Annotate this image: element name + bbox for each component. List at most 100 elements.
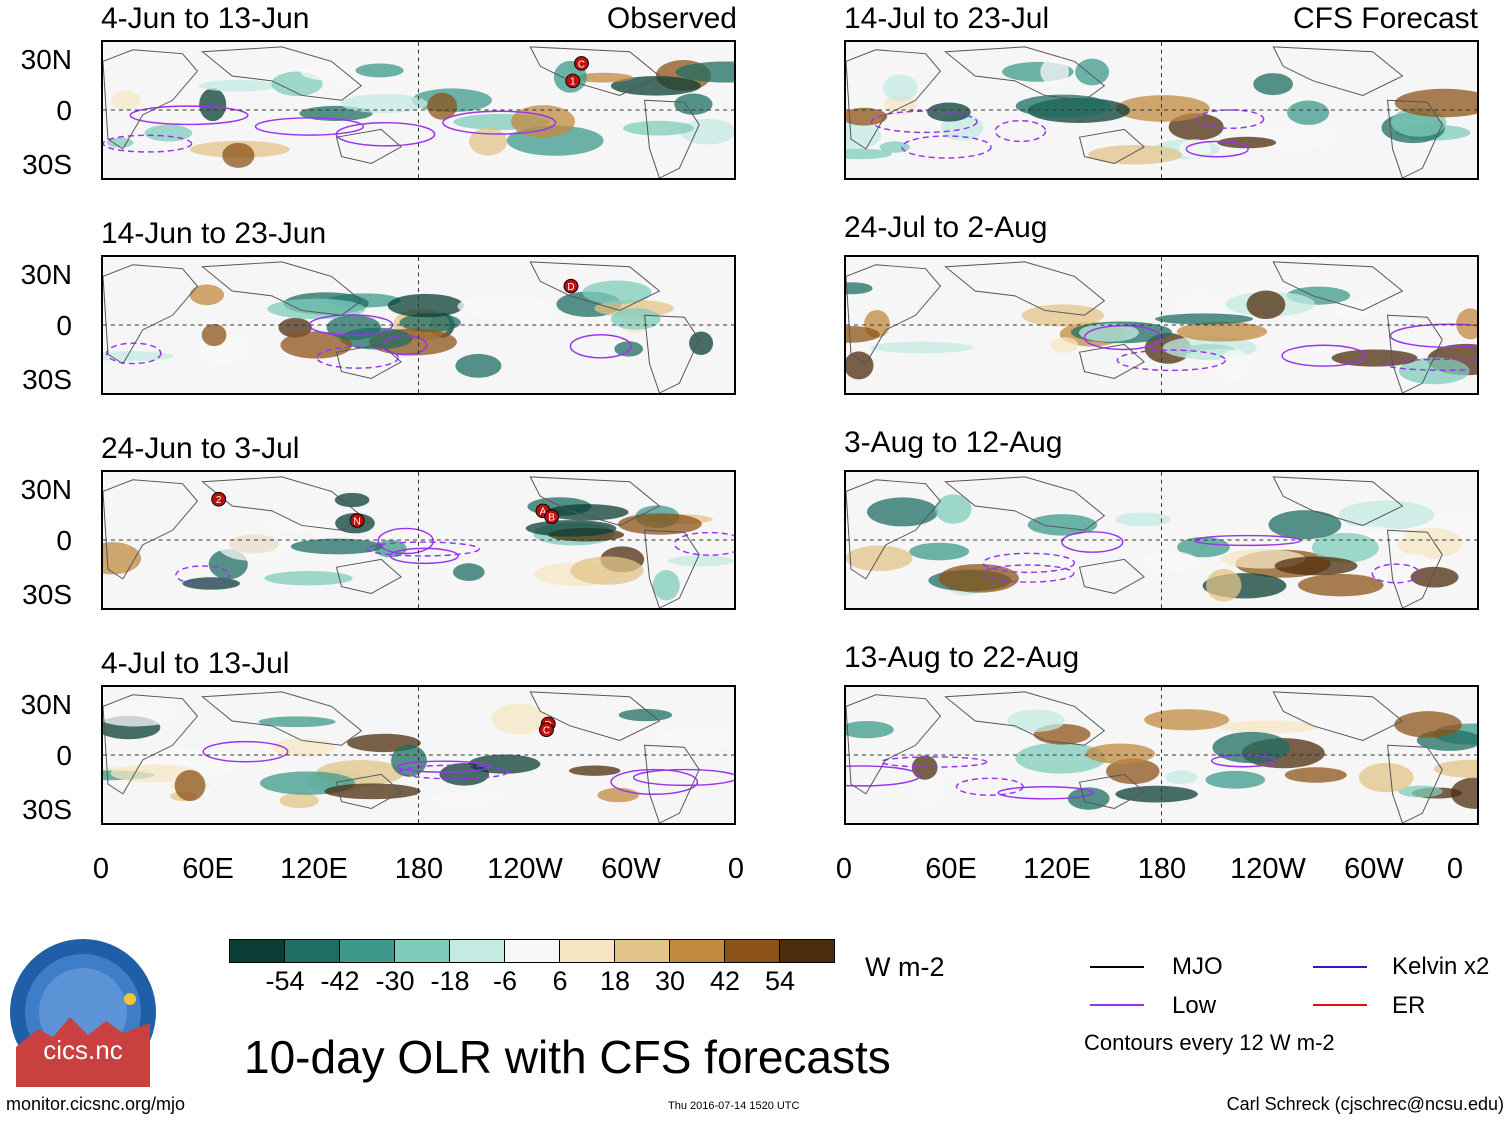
olr-anomaly-patch: [264, 571, 353, 586]
low-contour: [901, 135, 992, 159]
lon-label-120e: 120E: [280, 853, 348, 885]
olr-anomaly-patch: [883, 74, 918, 102]
legend-line-kelvin: [1313, 966, 1367, 968]
colorbar-label: -42: [320, 966, 360, 996]
panel-title-obs-2: 14-Jun to 23-Jun: [101, 217, 327, 250]
olr-anomaly-patch: [1253, 73, 1294, 96]
olr-anomaly-patch: [491, 703, 547, 735]
olr-anomaly-patch: [866, 497, 939, 527]
olr-anomaly-patch: [1274, 556, 1358, 576]
coastline: [103, 479, 199, 580]
olr-anomaly-patch: [617, 513, 702, 535]
olr-anomaly-patch: [264, 518, 336, 533]
low-contour: [994, 119, 1047, 143]
coastline: [335, 343, 402, 379]
colorbar-swatch: [725, 940, 780, 962]
colorbar-label: 30: [654, 966, 686, 996]
olr-anomaly-patch: [1397, 527, 1463, 559]
footer-url: monitor.cicsnc.org/mjo: [6, 1094, 186, 1114]
coastline: [846, 694, 942, 795]
olr-anomaly-patch: [144, 124, 193, 142]
olr-anomaly-patch: [1394, 88, 1477, 118]
olr-anomaly-patch: [689, 331, 714, 356]
olr-anomaly-patch: [611, 308, 661, 330]
low-contour: [1389, 323, 1477, 349]
olr-anomaly-patch: [455, 353, 502, 378]
storm-marker-label: D: [567, 282, 574, 293]
low-contour: [442, 110, 557, 135]
olr-anomaly-patch: [674, 93, 713, 115]
low-contour: [254, 117, 365, 136]
coastline: [1078, 128, 1145, 164]
olr-anomaly-patch: [1246, 290, 1286, 320]
storm-marker: C: [539, 722, 554, 738]
coastline: [944, 261, 1106, 316]
low-contour: [1385, 358, 1477, 371]
olr-anomaly-patch: [341, 94, 428, 114]
map-panel-obs-4: DC: [101, 685, 736, 825]
storm-marker-label: B: [548, 513, 555, 524]
olr-anomaly-patch: [106, 137, 134, 148]
storm-marker: 1: [565, 73, 581, 89]
colorbar-label: -54: [265, 966, 305, 996]
low-contour: [569, 334, 632, 359]
lat-label-30n: 30N: [20, 689, 72, 720]
lat-label-30s: 30S: [22, 149, 72, 180]
map-panel-fcst-3: [844, 470, 1479, 610]
olr-anomaly-patch: [546, 504, 629, 521]
olr-anomaly-patch: [1398, 785, 1443, 798]
low-contour: [377, 527, 434, 555]
olr-anomaly-patch: [326, 315, 381, 340]
low-contour: [105, 342, 162, 365]
low-contour: [846, 765, 921, 787]
lon-label-60e: 60E: [925, 853, 977, 885]
coastline: [644, 99, 700, 178]
olr-anomaly-patch: [201, 323, 227, 347]
low-contour: [997, 785, 1094, 800]
coastline: [335, 128, 402, 164]
coastline: [1272, 476, 1404, 526]
olr-anomaly-patch: [1394, 711, 1462, 738]
olr-anomaly-patch: [1176, 321, 1268, 342]
lon-label-180: 180: [1137, 853, 1187, 885]
olr-anomaly-patch: [879, 141, 910, 153]
coastline: [944, 691, 1106, 746]
olr-anomaly-patch: [1007, 709, 1065, 732]
olr-anomaly-patch: [846, 721, 894, 739]
storm-marker-label: 1: [570, 77, 576, 88]
olr-anomaly-patch: [668, 555, 734, 567]
olr-anomaly-patch: [1021, 304, 1104, 327]
map-canvas: 1C: [103, 42, 734, 178]
olr-anomaly-patch: [1219, 720, 1318, 734]
olr-anomaly-patch: [1115, 512, 1171, 527]
storm-marker-label: 2: [216, 495, 222, 506]
colorbar-swatch: [450, 940, 505, 962]
olr-anomaly-patch: [1219, 349, 1251, 380]
colorbar-swatch: [395, 940, 450, 962]
olr-anomaly-patch: [945, 767, 985, 781]
map-canvas: D: [103, 257, 734, 393]
low-contour: [982, 552, 1076, 574]
lat-label-30n: 30N: [20, 259, 72, 290]
olr-anomaly-patch: [218, 533, 288, 561]
low-contour: [870, 110, 978, 134]
footer-timestamp: Thu 2016-07-14 1520 UTC: [668, 1100, 800, 1112]
colorbar-swatch: [670, 940, 725, 962]
olr-anomaly-patch: [846, 351, 874, 380]
olr-anomaly-patch: [675, 61, 734, 83]
olr-anomaly-patch: [1088, 144, 1183, 165]
coastline: [529, 261, 661, 311]
olr-anomaly-patch: [1297, 573, 1384, 597]
coastline: [846, 479, 942, 580]
legend-label-low: Low: [1172, 992, 1217, 1019]
olr-anomaly-patch: [1155, 313, 1254, 325]
panel-title-fcst-1: 14-Jul to 23-Jul: [844, 2, 1050, 35]
olr-anomaly-patch: [267, 298, 366, 320]
olr-anomaly-patch: [1085, 743, 1155, 764]
olr-anomaly-patch: [1144, 709, 1230, 731]
coastline: [944, 46, 1106, 101]
olr-anomaly-patch: [1165, 770, 1198, 785]
olr-anomaly-patch: [111, 90, 141, 111]
colorbar-label: -18: [430, 966, 470, 996]
storm-marker: D: [563, 278, 579, 294]
